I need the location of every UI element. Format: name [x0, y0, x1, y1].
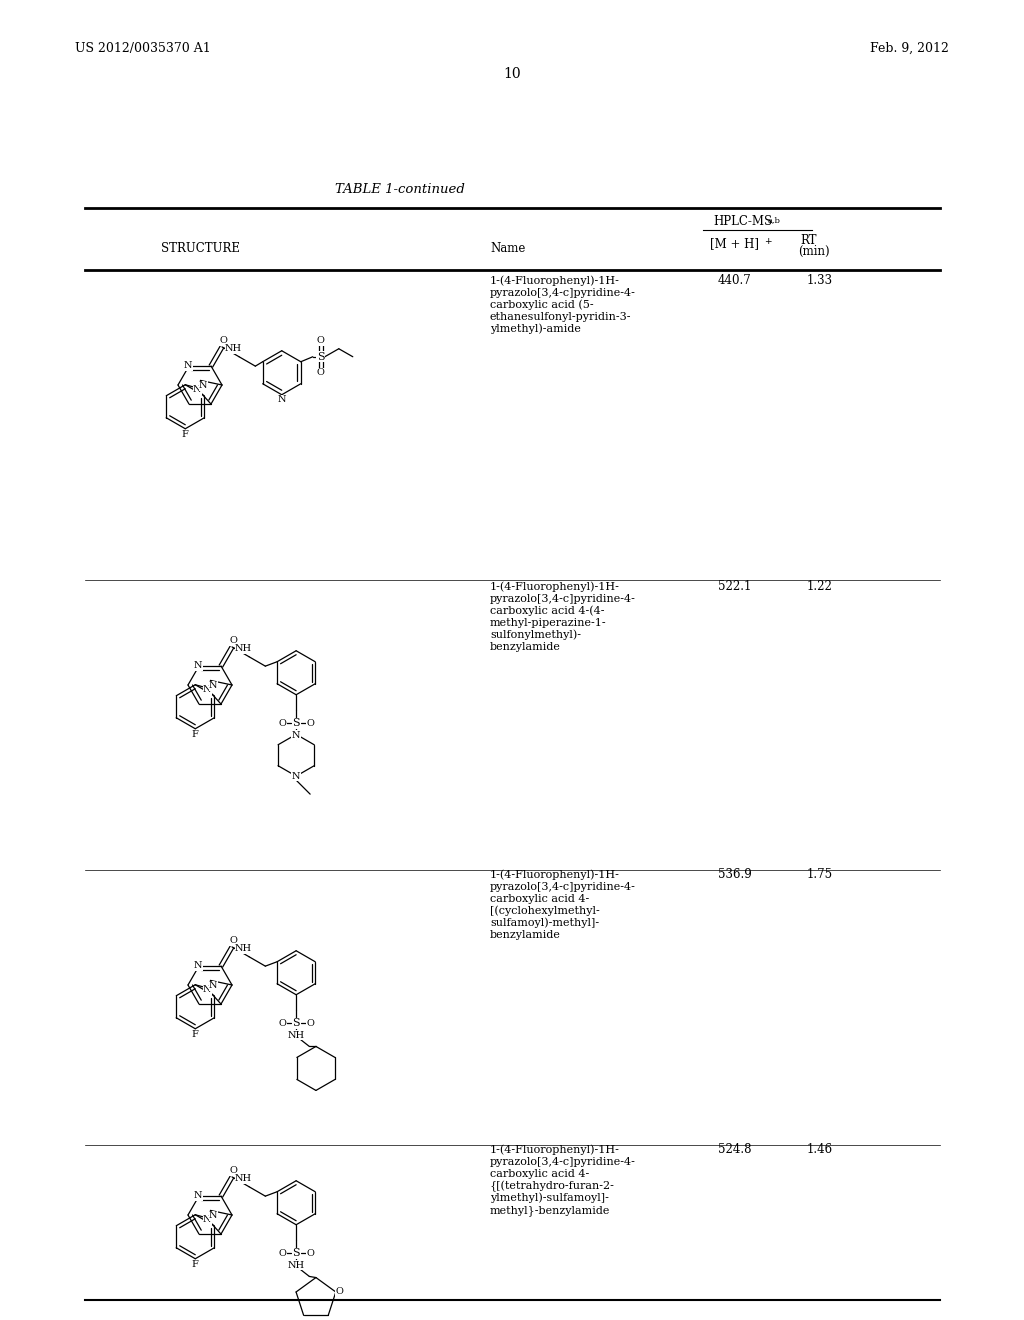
Text: 1-(4-Fluorophenyl)-1H-: 1-(4-Fluorophenyl)-1H- [490, 870, 620, 880]
Text: O: O [219, 337, 227, 346]
Text: NH: NH [225, 345, 242, 354]
Text: 1.46: 1.46 [807, 1143, 834, 1156]
Text: carboxylic acid (5-: carboxylic acid (5- [490, 300, 594, 310]
Text: pyrazolo[3,4-c]pyridine-4-: pyrazolo[3,4-c]pyridine-4- [490, 882, 636, 892]
Text: US 2012/0035370 A1: US 2012/0035370 A1 [75, 42, 211, 55]
Text: 524.8: 524.8 [718, 1143, 752, 1156]
Text: pyrazolo[3,4-c]pyridine-4-: pyrazolo[3,4-c]pyridine-4- [490, 288, 636, 298]
Text: O: O [306, 1249, 314, 1258]
Text: O: O [229, 936, 237, 945]
Text: N: N [209, 681, 217, 690]
Text: ylmethyl)-amide: ylmethyl)-amide [490, 323, 581, 334]
Text: N: N [203, 1216, 212, 1224]
Text: carboxylic acid 4-: carboxylic acid 4- [490, 894, 589, 904]
Text: STRUCTURE: STRUCTURE [161, 242, 240, 255]
Text: O: O [229, 636, 237, 645]
Text: benzylamide: benzylamide [490, 931, 561, 940]
Text: N: N [199, 381, 208, 391]
Text: HPLC-MS: HPLC-MS [713, 215, 772, 228]
Text: O: O [279, 719, 286, 727]
Text: a,b: a,b [768, 216, 781, 224]
Text: N: N [209, 981, 217, 990]
Text: N: N [194, 661, 203, 671]
Text: 1-(4-Fluorophenyl)-1H-: 1-(4-Fluorophenyl)-1H- [490, 1144, 620, 1155]
Text: ethanesulfonyl-pyridin-3-: ethanesulfonyl-pyridin-3- [490, 312, 632, 322]
Text: Name: Name [490, 242, 525, 255]
Text: (min): (min) [798, 246, 829, 257]
Text: N: N [194, 385, 202, 395]
Text: NH: NH [236, 944, 252, 953]
Text: carboxylic acid 4-: carboxylic acid 4- [490, 1170, 589, 1179]
Text: NH: NH [236, 1175, 252, 1183]
Text: F: F [191, 1261, 199, 1270]
Text: S: S [292, 718, 300, 729]
Text: S: S [292, 1249, 300, 1258]
Text: 1.22: 1.22 [807, 579, 833, 593]
Text: S: S [317, 351, 325, 362]
Text: 1.75: 1.75 [807, 869, 834, 880]
Text: F: F [182, 430, 188, 440]
Text: NH: NH [236, 644, 252, 653]
Text: 10: 10 [503, 67, 521, 81]
Text: TABLE 1-continued: TABLE 1-continued [335, 183, 465, 195]
Text: carboxylic acid 4-(4-: carboxylic acid 4-(4- [490, 606, 604, 616]
Text: +: + [764, 238, 771, 246]
Text: 440.7: 440.7 [718, 275, 752, 286]
Text: RT: RT [800, 234, 816, 247]
Text: O: O [316, 368, 325, 378]
Text: N: N [203, 985, 212, 994]
Text: 1.33: 1.33 [807, 275, 834, 286]
Text: N: N [209, 1212, 217, 1220]
Text: benzylamide: benzylamide [490, 642, 561, 652]
Text: 1-(4-Fluorophenyl)-1H-: 1-(4-Fluorophenyl)-1H- [490, 581, 620, 591]
Text: F: F [191, 1030, 199, 1039]
Text: O: O [306, 1019, 314, 1028]
Text: ylmethyl)-sulfamoyl]-: ylmethyl)-sulfamoyl]- [490, 1192, 609, 1203]
Text: O: O [229, 1167, 237, 1175]
Text: F: F [191, 730, 199, 739]
Text: S: S [292, 1018, 300, 1028]
Text: NH: NH [288, 1261, 305, 1270]
Text: N: N [203, 685, 212, 694]
Text: pyrazolo[3,4-c]pyridine-4-: pyrazolo[3,4-c]pyridine-4- [490, 594, 636, 605]
Text: methyl-piperazine-1-: methyl-piperazine-1- [490, 618, 606, 628]
Text: 536.9: 536.9 [718, 869, 752, 880]
Text: 1-(4-Fluorophenyl)-1H-: 1-(4-Fluorophenyl)-1H- [490, 276, 620, 286]
Text: sulfamoyl)-methyl]-: sulfamoyl)-methyl]- [490, 917, 599, 928]
Text: O: O [279, 1019, 286, 1028]
Text: N: N [292, 772, 300, 780]
Text: Feb. 9, 2012: Feb. 9, 2012 [870, 42, 949, 55]
Text: O: O [306, 719, 314, 727]
Text: O: O [336, 1287, 344, 1296]
Text: O: O [316, 337, 325, 346]
Text: methyl}-benzylamide: methyl}-benzylamide [490, 1205, 610, 1216]
Text: N: N [278, 395, 286, 404]
Text: NH: NH [288, 1031, 305, 1040]
Text: N: N [194, 1192, 203, 1200]
Text: N: N [292, 731, 300, 741]
Text: O: O [279, 1249, 286, 1258]
Text: [(cyclohexylmethyl-: [(cyclohexylmethyl- [490, 906, 600, 916]
Text: {[(tetrahydro-furan-2-: {[(tetrahydro-furan-2- [490, 1180, 614, 1192]
Text: 522.1: 522.1 [718, 579, 752, 593]
Text: N: N [183, 362, 193, 371]
Text: pyrazolo[3,4-c]pyridine-4-: pyrazolo[3,4-c]pyridine-4- [490, 1158, 636, 1167]
Text: N: N [194, 961, 203, 970]
Text: [M + H]: [M + H] [710, 238, 759, 249]
Text: sulfonylmethyl)-: sulfonylmethyl)- [490, 630, 581, 640]
